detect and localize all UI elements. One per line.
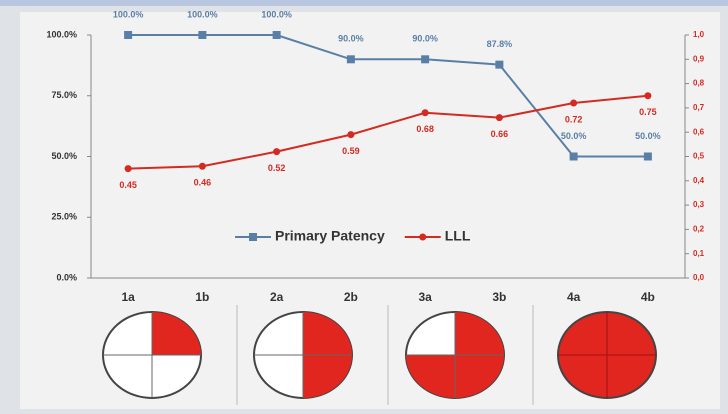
top-band bbox=[0, 0, 728, 6]
y-tick-label: 0.0% bbox=[56, 272, 77, 282]
legend-marker bbox=[419, 233, 427, 241]
data-label: 90.0% bbox=[338, 34, 364, 44]
data-label: 0.59 bbox=[342, 146, 360, 156]
x-tick-label: 1b bbox=[195, 290, 209, 304]
y2-tick-label: 0,9 bbox=[693, 54, 705, 63]
point bbox=[347, 131, 355, 139]
data-label: 50.0% bbox=[635, 131, 661, 141]
point bbox=[421, 109, 429, 117]
y2-tick-label: 0,2 bbox=[693, 225, 705, 234]
data-label: 0.66 bbox=[491, 129, 509, 139]
y2-tick-label: 0,8 bbox=[693, 79, 705, 88]
x-tick-label: 4a bbox=[567, 290, 581, 304]
data-label: 0.75 bbox=[639, 107, 657, 117]
y-tick-label: 75.0% bbox=[51, 90, 77, 100]
point bbox=[346, 55, 355, 64]
legend-label: LLL bbox=[445, 228, 471, 244]
y2-tick-label: 1,0 bbox=[693, 30, 705, 39]
x-tick-label: 1a bbox=[121, 290, 135, 304]
point bbox=[124, 165, 132, 173]
point bbox=[198, 162, 206, 170]
y2-tick-label: 0,5 bbox=[693, 152, 705, 161]
point bbox=[570, 99, 578, 107]
y-tick-label: 50.0% bbox=[51, 151, 77, 161]
pie-icon bbox=[557, 311, 657, 399]
pie-icon bbox=[102, 311, 202, 399]
pie-row bbox=[102, 305, 657, 405]
y2-tick-label: 0,7 bbox=[693, 103, 705, 112]
point bbox=[569, 152, 578, 161]
data-label: 90.0% bbox=[412, 34, 438, 44]
data-label: 0.52 bbox=[268, 163, 286, 173]
legend-marker bbox=[249, 233, 257, 241]
pie-icon bbox=[253, 311, 353, 399]
y2-tick-label: 0,4 bbox=[693, 176, 705, 185]
y-tick-label: 25.0% bbox=[51, 212, 77, 222]
data-label: 0.46 bbox=[194, 178, 212, 188]
y2-tick-label: 0,0 bbox=[693, 273, 705, 282]
pie-icon bbox=[405, 311, 505, 399]
y2-tick-label: 0,3 bbox=[693, 200, 705, 209]
point bbox=[124, 31, 133, 39]
x-tick-label: 3b bbox=[492, 290, 506, 304]
legend-label: Primary Patency bbox=[275, 228, 385, 244]
point bbox=[644, 92, 652, 100]
data-label: 0.72 bbox=[565, 114, 583, 124]
point bbox=[421, 55, 430, 64]
y-tick-label: 100.0% bbox=[46, 29, 77, 39]
data-label: 100.0% bbox=[261, 9, 292, 19]
point bbox=[273, 148, 281, 156]
data-label: 87.8% bbox=[487, 39, 513, 49]
y2-tick-label: 0,6 bbox=[693, 127, 705, 136]
y2-tick-label: 0,1 bbox=[693, 249, 705, 258]
point bbox=[495, 60, 504, 69]
series-line bbox=[128, 34, 648, 158]
series-line bbox=[128, 94, 648, 170]
point bbox=[272, 31, 281, 39]
point bbox=[495, 114, 503, 122]
data-label: 0.45 bbox=[119, 180, 137, 190]
point bbox=[198, 31, 207, 39]
data-label: 0.68 bbox=[416, 124, 434, 134]
data-label: 50.0% bbox=[561, 131, 587, 141]
point bbox=[643, 152, 652, 161]
x-tick-label: 2b bbox=[344, 290, 358, 304]
x-tick-label: 3a bbox=[418, 290, 432, 304]
data-label: 100.0% bbox=[113, 9, 144, 19]
x-tick-label: 2a bbox=[270, 290, 284, 304]
data-label: 100.0% bbox=[187, 9, 218, 19]
x-tick-label: 4b bbox=[641, 290, 655, 304]
